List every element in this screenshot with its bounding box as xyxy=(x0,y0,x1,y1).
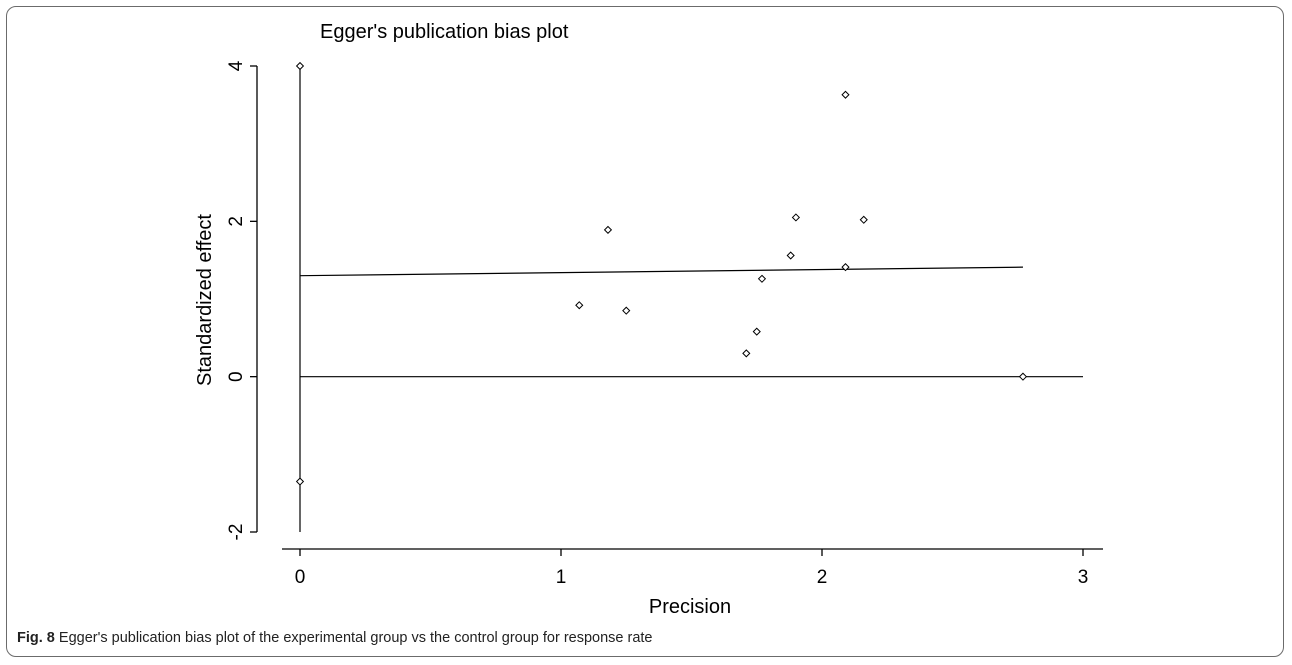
y-tick-label: 2 xyxy=(226,216,247,227)
data-point xyxy=(295,61,305,71)
x-tick-label: 0 xyxy=(295,567,306,588)
x-axis-label: Precision xyxy=(649,596,731,618)
data-point xyxy=(622,306,631,315)
data-point xyxy=(786,251,795,260)
data-point xyxy=(752,327,761,336)
caption-text: Egger's publication bias plot of the exp… xyxy=(54,630,653,646)
data-point xyxy=(791,213,801,222)
y-tick-label: 4 xyxy=(226,60,247,71)
x-tick-label: 2 xyxy=(817,567,828,588)
regression-lines xyxy=(299,66,1083,532)
data-point xyxy=(603,225,613,234)
figure-caption: Fig. 8 Egger's publication bias plot of … xyxy=(17,630,1277,646)
series-line xyxy=(299,266,1023,277)
axes: -2 0 2 4 0 1 2 3 xyxy=(226,60,1103,588)
data-point xyxy=(841,263,850,272)
data-point xyxy=(1018,372,1028,381)
data-point xyxy=(295,477,305,486)
data-point xyxy=(841,90,850,99)
x-tick-label: 1 xyxy=(556,567,567,588)
data-points xyxy=(295,61,1028,486)
data-point xyxy=(757,274,767,283)
data-point xyxy=(575,301,584,310)
y-axis-label: Standardized effect xyxy=(194,214,216,386)
data-point xyxy=(742,349,751,358)
x-tick-label: 3 xyxy=(1078,567,1089,588)
y-tick-label: -2 xyxy=(226,524,247,541)
data-point xyxy=(859,215,868,224)
y-tick-label: 0 xyxy=(226,371,247,382)
chart-title: Egger's publication bias plot xyxy=(320,21,569,43)
figure-label: Fig. 8 xyxy=(17,630,55,646)
